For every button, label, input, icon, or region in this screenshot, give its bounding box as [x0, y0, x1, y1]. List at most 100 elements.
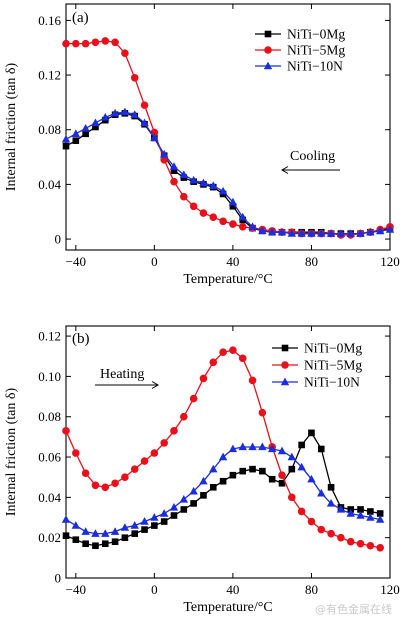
data-point — [110, 108, 120, 117]
data-point — [346, 229, 355, 237]
data-point — [336, 229, 346, 237]
data-point — [297, 229, 306, 237]
data-point — [170, 427, 178, 435]
y-tick-label: 0.04 — [38, 490, 61, 505]
data-point — [327, 529, 335, 538]
data-point — [61, 515, 71, 523]
data-point — [267, 444, 277, 453]
annotation-arrowhead — [281, 166, 289, 174]
data-point — [376, 543, 384, 552]
data-point — [317, 445, 325, 453]
legend-label: NiTi−5Mg — [287, 43, 345, 58]
data-point — [180, 192, 188, 201]
data-point — [258, 442, 267, 451]
legend-marker — [281, 361, 289, 369]
data-point — [238, 212, 247, 221]
data-point — [61, 134, 71, 143]
data-point — [209, 213, 218, 221]
data-point — [111, 479, 119, 488]
data-point — [160, 439, 168, 447]
legend-marker — [281, 344, 289, 352]
data-point — [278, 479, 286, 487]
x-tick-label: −40 — [66, 254, 86, 269]
data-point — [337, 533, 345, 542]
data-point — [121, 473, 129, 482]
data-point — [189, 175, 198, 184]
data-point — [268, 475, 276, 483]
data-point — [130, 110, 139, 118]
data-point — [159, 509, 169, 517]
data-point — [258, 226, 267, 235]
data-point — [297, 507, 306, 516]
plot-frame — [65, 3, 391, 251]
data-point — [317, 525, 326, 534]
data-point — [219, 348, 227, 357]
x-tick-label: 80 — [305, 254, 318, 269]
data-point — [91, 38, 100, 47]
data-point — [82, 130, 89, 138]
data-point — [357, 506, 364, 513]
data-point — [199, 476, 208, 485]
data-point — [238, 354, 247, 363]
data-point — [170, 512, 178, 519]
data-point — [278, 471, 286, 479]
data-point — [169, 503, 179, 511]
series-NiTi−0Mg — [62, 110, 394, 237]
data-point — [356, 229, 365, 237]
data-point — [277, 446, 287, 455]
legend-label: NiTi−5Mg — [304, 358, 362, 373]
data-point — [179, 494, 189, 503]
data-point — [228, 444, 238, 453]
data-point — [120, 523, 130, 531]
data-point — [326, 499, 336, 507]
data-point — [209, 358, 218, 367]
data-point — [140, 517, 149, 525]
data-point — [346, 537, 355, 546]
data-point — [170, 167, 178, 175]
data-point — [91, 529, 100, 537]
data-point — [326, 229, 336, 237]
data-point — [229, 202, 237, 210]
data-point — [219, 477, 227, 485]
data-point — [218, 452, 228, 461]
x-tick-label: 120 — [380, 582, 400, 597]
legend-marker — [263, 61, 273, 70]
data-point — [62, 142, 70, 150]
x-tick-label: 80 — [305, 582, 318, 597]
data-point — [336, 505, 346, 513]
chart-panel-b: −40 0 40 80 120 0 0.02 0.04 0.06 0.08 0.10 0.12 Temp… — [4, 325, 400, 615]
data-point — [111, 538, 119, 546]
legend-label: NiTi−10N — [287, 59, 343, 74]
data-point — [190, 500, 197, 507]
data-point — [317, 229, 326, 237]
series-NiTi−10N — [61, 442, 385, 537]
y-tick-label: 0.06 — [38, 450, 61, 465]
data-point — [81, 469, 90, 477]
data-point — [238, 222, 247, 231]
data-point — [101, 113, 110, 121]
data-point — [189, 486, 198, 495]
data-point — [375, 226, 385, 235]
data-point — [140, 457, 149, 465]
data-point — [259, 467, 266, 475]
data-point — [71, 129, 81, 138]
data-point — [62, 532, 70, 539]
data-point — [367, 508, 374, 515]
chart-panel-a: −40 0 40 80 120 0 0.04 0.08 0.12 0.16 Temperature/… — [4, 3, 400, 287]
data-point — [307, 517, 316, 526]
data-point — [229, 220, 237, 228]
panel-label: (b) — [72, 331, 90, 347]
x-axis-label: Temperature/°C — [183, 600, 272, 615]
data-point — [248, 376, 257, 385]
data-point — [287, 452, 297, 461]
data-point — [62, 427, 70, 435]
data-point — [287, 229, 297, 237]
panel-label: (a) — [72, 10, 89, 26]
data-point — [356, 511, 365, 519]
data-point — [110, 527, 120, 535]
data-point — [130, 74, 139, 82]
y-tick-label: 0.02 — [38, 530, 61, 545]
